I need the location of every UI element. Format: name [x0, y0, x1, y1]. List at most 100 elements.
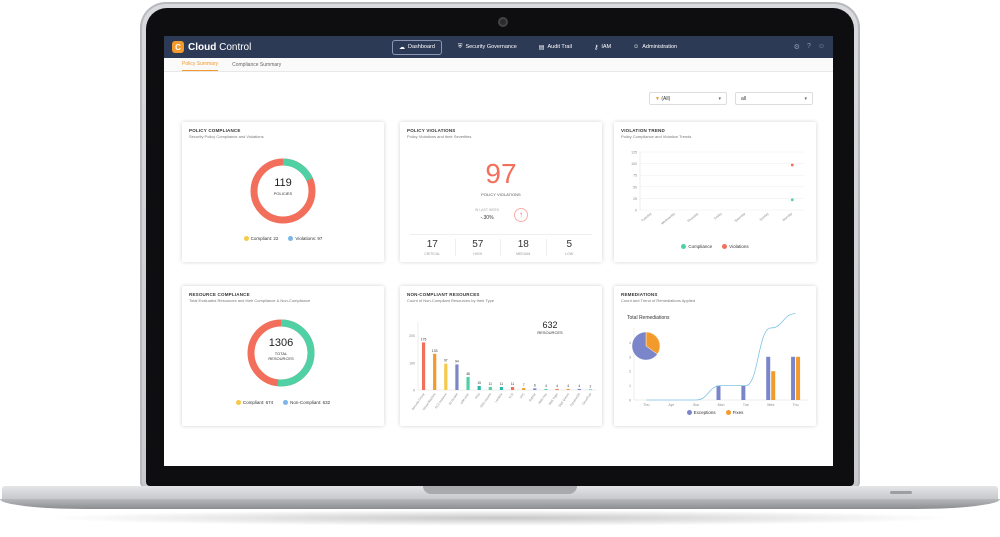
- x-tick-label: Sun: [693, 403, 699, 407]
- x-tick-label: Tuesday: [641, 211, 653, 222]
- remediation-bar-exceptions[interactable]: [766, 356, 771, 400]
- nav-item-label: IAM: [601, 44, 612, 50]
- resource-bar[interactable]: [544, 388, 548, 390]
- severity-value: 18: [517, 239, 529, 250]
- resource-bar[interactable]: [477, 385, 481, 390]
- nav-item-dashboard[interactable]: ☁ Dashboard: [392, 39, 442, 55]
- y-tick-label: 100: [631, 162, 637, 166]
- remediation-bar-exceptions[interactable]: [791, 356, 796, 400]
- nav-item-label: Administration: [642, 44, 678, 50]
- card-title: NON-COMPLIANT RESOURCES: [407, 292, 480, 297]
- resource-bar[interactable]: [566, 388, 570, 390]
- card-title: VIOLATION TREND: [621, 128, 665, 133]
- resource-bar[interactable]: [455, 364, 459, 390]
- policy-compliance-card[interactable]: POLICY COMPLIANCE Security Policy Compli…: [182, 122, 384, 262]
- resource-total-label: TOTAL: [274, 351, 288, 356]
- trend-point-compliance[interactable]: [790, 198, 794, 202]
- user-menu-icon[interactable]: ☺: [817, 43, 825, 50]
- cloud-filter-select[interactable]: ▼ (All) ▾: [649, 92, 727, 105]
- card-subtitle: Security Policy Compliance and Violation…: [189, 134, 264, 139]
- x-tick-label: Wednesday: [660, 211, 676, 225]
- sub-tabs: Policy Summary Compliance Summary: [164, 58, 833, 72]
- bar-value-label: 94: [455, 359, 459, 363]
- tab-policy-summary[interactable]: Policy Summary: [182, 61, 219, 71]
- resource-total-label-2: RESOURCES: [268, 356, 294, 361]
- severity-medium[interactable]: 18 MEDIUM: [501, 239, 547, 256]
- app-logo[interactable]: C Cloud Control: [172, 41, 392, 53]
- y-tick-label: 100: [409, 361, 415, 365]
- nav-item-security-governance[interactable]: ⛨ Security Governance: [452, 41, 523, 54]
- remediation-bar-exceptions[interactable]: [741, 385, 746, 400]
- resource-compliance-card[interactable]: RESOURCE COMPLIANCE Total Evaluated Reso…: [182, 286, 384, 426]
- chevron-down-icon: ▾: [718, 95, 721, 102]
- remediation-bar-fixes[interactable]: [796, 356, 801, 400]
- x-tick-label: Saturday: [734, 211, 747, 223]
- x-tick-label: Sunday: [759, 211, 770, 221]
- x-tick-label: ELB: [508, 392, 515, 399]
- top-navbar: C Cloud Control ☁ Dashboard ⛨ Security Gove…: [164, 36, 833, 58]
- app-screen: C Cloud Control ☁ Dashboard ⛨ Security Gove…: [164, 36, 833, 466]
- y-tick-label: 50: [633, 185, 637, 189]
- resource-bar[interactable]: [421, 342, 426, 390]
- card-subtitle: Count and Trend of Remediations Applied: [621, 298, 696, 303]
- severity-critical[interactable]: 17 CRITICAL: [410, 239, 456, 256]
- severity-label: CRITICAL: [424, 252, 441, 256]
- bar-value-label: 15: [477, 381, 481, 385]
- filter-bar: ▼ (All) ▾ all ▾: [649, 92, 813, 105]
- pie-slice[interactable]: [645, 331, 661, 355]
- resource-bar[interactable]: [588, 389, 593, 390]
- noncompliant-resources-card[interactable]: NON-COMPLIANT RESOURCES Count of Non-Com…: [400, 286, 602, 426]
- change-value: -.30%: [480, 215, 494, 221]
- main-nav: ☁ Dashboard ⛨ Security Governance ▤ Audit Tra…: [392, 39, 683, 55]
- severity-low[interactable]: 5 LOW: [547, 239, 593, 256]
- policy-total: 119: [274, 177, 292, 189]
- remediation-bar-fixes[interactable]: [771, 371, 776, 400]
- trend-point-violations[interactable]: [790, 163, 794, 167]
- severity-high[interactable]: 57 HIGH: [456, 239, 501, 256]
- nav-item-label: Dashboard: [408, 44, 435, 50]
- card-title: RESOURCE COMPLIANCE: [189, 292, 250, 297]
- x-tick-label: Wed: [767, 403, 774, 407]
- remediations-card[interactable]: REMEDIATIONS Count and Trend of Remediat…: [614, 286, 816, 426]
- severity-label: HIGH: [473, 252, 483, 256]
- policy-violations-card[interactable]: POLICY VIOLATIONS Policy Violations and …: [400, 122, 602, 262]
- card-title: REMEDIATIONS: [621, 292, 658, 297]
- resource-bar[interactable]: [577, 388, 581, 390]
- y-tick-label: 125: [631, 151, 637, 155]
- user-icon: ☺: [633, 44, 640, 50]
- y-tick-label: 2: [629, 370, 631, 374]
- account-filter-select[interactable]: all ▾: [735, 92, 813, 105]
- bar-value-label: 4: [578, 384, 580, 388]
- resource-donut-chart: [247, 319, 315, 387]
- resource-bar[interactable]: [522, 388, 526, 390]
- bar-value-label: 4: [567, 384, 569, 388]
- nav-item-administration[interactable]: ☺ Administration: [627, 41, 683, 53]
- resource-bar[interactable]: [499, 387, 504, 390]
- nav-item-label: Audit Trail: [547, 44, 572, 50]
- resources-total: 632: [542, 320, 558, 330]
- card-subtitle: Total Evaluated Resources and their Comp…: [189, 298, 311, 303]
- violation-trend-card[interactable]: VIOLATION TREND Policy Compliance and Vi…: [614, 122, 816, 262]
- pie-slice[interactable]: [631, 331, 658, 361]
- settings-icon[interactable]: ⚙: [793, 44, 800, 51]
- help-icon[interactable]: ?: [806, 43, 811, 50]
- nav-item-iam[interactable]: ⚷ IAM: [588, 41, 617, 54]
- resource-bar[interactable]: [444, 363, 448, 390]
- remediation-bar-exceptions[interactable]: [716, 385, 721, 400]
- severity-value: 17: [426, 239, 438, 250]
- resource-bar[interactable]: [555, 388, 559, 390]
- resource-bar[interactable]: [533, 388, 537, 390]
- tab-compliance-summary[interactable]: Compliance Summary: [232, 62, 282, 68]
- card-title: POLICY COMPLIANCE: [189, 128, 241, 133]
- resource-bar[interactable]: [433, 353, 437, 390]
- nav-item-audit-trail[interactable]: ▤ Audit Trail: [533, 41, 578, 54]
- resource-bar[interactable]: [488, 387, 492, 390]
- legend-compliant-value: 22: [273, 236, 279, 241]
- severity-value: 57: [472, 239, 484, 250]
- resource-bar[interactable]: [466, 376, 470, 390]
- bar-value-label: 133: [432, 349, 438, 353]
- legend-violations: Violations: [729, 244, 749, 249]
- resource-bar[interactable]: [510, 387, 515, 390]
- x-tick-label: SNS Topic: [548, 392, 560, 406]
